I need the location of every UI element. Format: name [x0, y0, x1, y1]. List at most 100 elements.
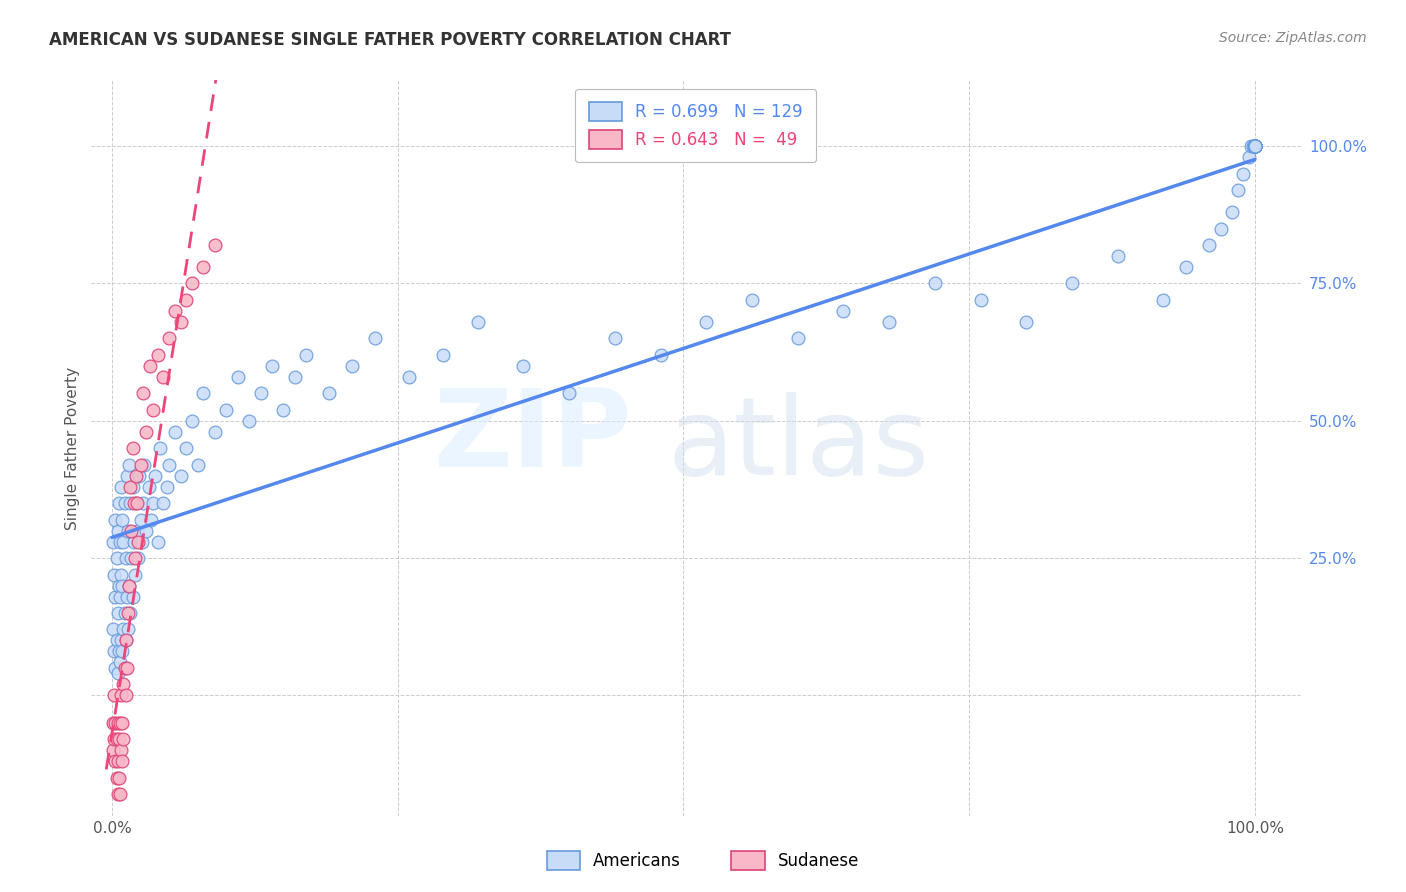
Point [108, 644, 131, 658]
Point [114, 606, 136, 620]
Point [969, 293, 991, 307]
Text: atlas: atlas [668, 392, 929, 498]
Point [112, 677, 135, 691]
Point [111, 513, 134, 527]
Point [1243, 139, 1265, 153]
Point [110, 689, 132, 703]
Point [1243, 139, 1265, 153]
Point [1237, 150, 1260, 164]
Point [1226, 183, 1249, 197]
Point [163, 425, 186, 439]
Point [558, 386, 581, 401]
Point [121, 590, 143, 604]
Point [117, 606, 139, 620]
Point [111, 578, 134, 592]
Point [142, 402, 165, 417]
Text: ZIP: ZIP [433, 384, 631, 491]
Point [117, 524, 139, 538]
Point [104, 754, 127, 768]
Point [249, 386, 271, 401]
Legend: R = 0.699   N = 129, R = 0.643   N =  49: R = 0.699 N = 129, R = 0.643 N = 49 [575, 88, 817, 162]
Point [1240, 139, 1263, 153]
Point [1243, 139, 1265, 153]
Point [142, 496, 165, 510]
Point [1243, 139, 1265, 153]
Point [104, 715, 127, 730]
Point [127, 551, 149, 566]
Point [877, 315, 900, 329]
Point [145, 468, 167, 483]
Point [1220, 205, 1243, 219]
Point [125, 468, 148, 483]
Point [1243, 139, 1265, 153]
Point [1175, 260, 1198, 274]
Point [924, 277, 946, 291]
Point [1241, 139, 1264, 153]
Point [169, 315, 191, 329]
Point [104, 590, 127, 604]
Point [157, 458, 180, 472]
Point [107, 524, 129, 538]
Point [741, 293, 763, 307]
Point [124, 567, 146, 582]
Point [111, 644, 134, 658]
Point [108, 590, 131, 604]
Point [152, 496, 174, 510]
Point [107, 606, 129, 620]
Point [1243, 139, 1265, 153]
Point [149, 442, 172, 455]
Point [181, 277, 204, 291]
Point [1209, 221, 1232, 235]
Point [512, 359, 534, 373]
Point [138, 359, 160, 373]
Point [103, 567, 125, 582]
Point [1243, 139, 1265, 153]
Point [1232, 167, 1254, 181]
Point [129, 458, 152, 472]
Point [108, 578, 131, 592]
Point [105, 551, 128, 566]
Point [603, 331, 626, 345]
Point [1243, 139, 1265, 153]
Point [108, 715, 131, 730]
Point [103, 732, 125, 747]
Point [146, 348, 169, 362]
Point [163, 304, 186, 318]
Point [118, 458, 141, 472]
Point [114, 689, 136, 703]
Point [117, 623, 139, 637]
Point [139, 513, 162, 527]
Point [174, 293, 197, 307]
Legend: Americans, Sudanese: Americans, Sudanese [540, 844, 866, 877]
Point [204, 238, 226, 252]
Point [146, 534, 169, 549]
Point [118, 578, 141, 592]
Point [107, 787, 129, 801]
Point [112, 623, 135, 637]
Point [114, 633, 136, 648]
Point [120, 524, 142, 538]
Point [108, 732, 131, 747]
Point [110, 480, 132, 494]
Point [1243, 139, 1265, 153]
Point [114, 496, 136, 510]
Point [101, 623, 124, 637]
Point [157, 331, 180, 345]
Point [132, 458, 155, 472]
Point [193, 386, 215, 401]
Point [122, 496, 145, 510]
Point [193, 260, 215, 274]
Point [127, 524, 149, 538]
Point [121, 480, 143, 494]
Point [260, 359, 283, 373]
Point [121, 442, 143, 455]
Point [152, 369, 174, 384]
Point [156, 480, 179, 494]
Point [1243, 139, 1265, 153]
Point [110, 567, 132, 582]
Point [318, 386, 340, 401]
Point [1243, 139, 1265, 153]
Point [103, 689, 125, 703]
Point [124, 551, 146, 566]
Point [115, 468, 138, 483]
